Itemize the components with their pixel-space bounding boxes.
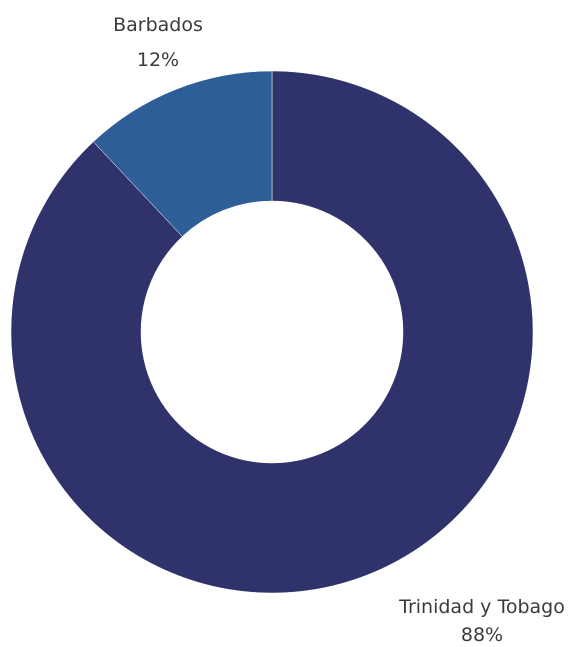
donut-slices bbox=[10, 70, 534, 594]
slice-trinidad-y-tobago bbox=[10, 70, 534, 594]
slice-value-barbados: 12% bbox=[137, 49, 179, 71]
slice-label-barbados: Barbados bbox=[113, 14, 203, 36]
slice-barbados bbox=[92, 70, 273, 237]
slice-label-trinidad-y-tobago: Trinidad y Tobago bbox=[398, 596, 565, 618]
slice-value-trinidad-y-tobago: 88% bbox=[461, 624, 503, 646]
